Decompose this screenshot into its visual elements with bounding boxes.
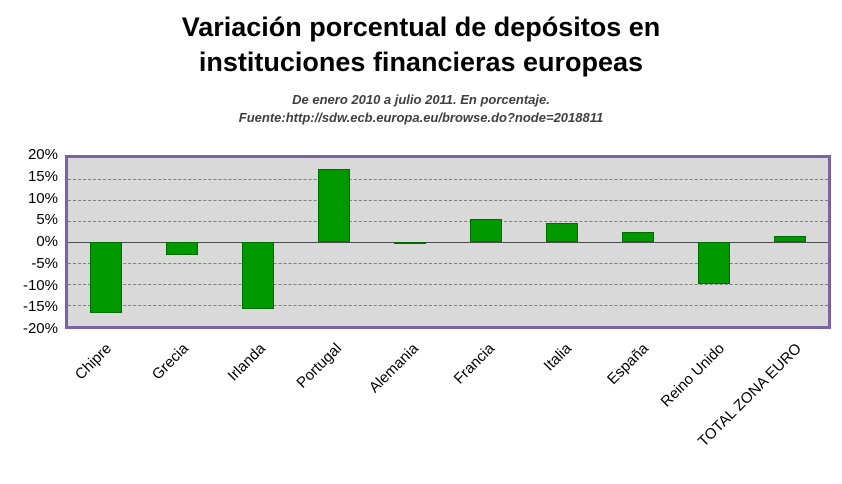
bar-grecia bbox=[166, 242, 198, 255]
y-tick-label: 15% bbox=[27, 167, 58, 185]
bar-francia bbox=[470, 218, 502, 242]
bar-alemania bbox=[394, 242, 426, 245]
y-tick-label: 20% bbox=[27, 146, 58, 163]
gridline bbox=[68, 263, 828, 264]
gridline bbox=[68, 200, 828, 201]
x-axis: Chipre Grecia Irlanda Portugal Alemania Franc… bbox=[65, 334, 831, 484]
y-tick-label: -10% bbox=[22, 276, 58, 294]
bar-irlanda bbox=[242, 242, 274, 310]
zero-gridline bbox=[68, 242, 828, 243]
chart-title: Variación porcentual de depósitos en ins… bbox=[181, 12, 661, 77]
y-tick-label: 5% bbox=[36, 211, 58, 229]
gridline bbox=[68, 179, 828, 180]
y-tick-label: -15% bbox=[22, 298, 58, 316]
chart-subtitle-source: Fuente:http://sdw.ecb.europa.eu/browse.d… bbox=[238, 110, 604, 125]
x-tick-label: Chipre bbox=[72, 340, 116, 384]
bar-chipre bbox=[90, 242, 122, 314]
bar-total-zona-euro bbox=[774, 235, 806, 242]
plot-area bbox=[65, 155, 831, 329]
bar-portugal bbox=[318, 168, 350, 242]
bar-espa-a bbox=[622, 231, 654, 242]
bar-reino-unido bbox=[698, 242, 730, 284]
y-tick-label: 10% bbox=[27, 189, 58, 207]
gridline bbox=[68, 305, 828, 306]
y-tick-label: 0% bbox=[36, 233, 58, 250]
gridline bbox=[68, 284, 828, 285]
y-axis: 20% 15% 10% 5% 0% -5% -10% -15% -20% bbox=[0, 146, 58, 337]
bar-italia bbox=[545, 223, 578, 242]
chart-subtitle-period: De enero 2010 a julio 2011. En porcentaj… bbox=[292, 92, 550, 107]
y-tick-label: -5% bbox=[31, 254, 58, 272]
y-tick-label: -20% bbox=[22, 320, 58, 337]
gridline bbox=[68, 221, 828, 222]
